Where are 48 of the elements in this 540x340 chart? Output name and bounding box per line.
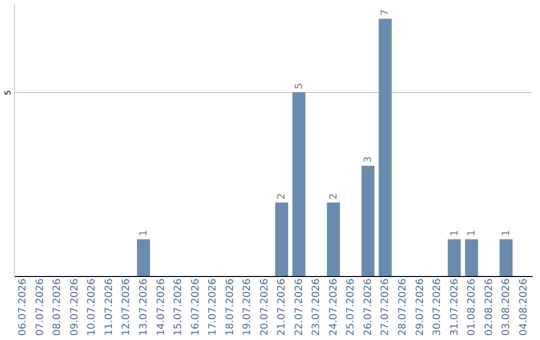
x-tick-label: 19.07.2026 (242, 278, 254, 336)
x-tick-label: 21.07.2026 (276, 278, 288, 336)
x-tick-label: 16.07.2026 (190, 278, 202, 336)
x-tick-label: 18.07.2026 (224, 278, 236, 336)
x-tick-label: 27.07.2026 (380, 278, 392, 336)
data-label: 1 (466, 230, 478, 236)
x-tick-label: 17.07.2026 (208, 278, 219, 336)
x-tick-label: 22.07.2026 (294, 278, 305, 336)
x-tick-label: 14.07.2026 (156, 278, 167, 336)
x-tick-label: 09.07.2026 (69, 278, 80, 336)
x-tick-label: 13.07.2026 (138, 278, 150, 336)
x-tick-label: 26.07.2026 (362, 278, 374, 336)
x-tick-label: 30.07.2026 (432, 278, 444, 336)
bar (292, 92, 306, 276)
data-label: 7 (380, 9, 392, 16)
data-label: 5 (294, 82, 305, 90)
x-tick-label: 02.08.2026 (484, 278, 495, 336)
data-label: 3 (362, 156, 374, 163)
data-label: 1 (138, 230, 150, 236)
data-label: 2 (276, 193, 288, 200)
bar (465, 239, 478, 276)
x-tick-label: 15.07.2026 (173, 278, 184, 336)
x-tick-label: 08.07.2026 (52, 278, 64, 336)
x-tick-label: 11.07.2026 (104, 278, 115, 336)
x-tick-label: 28.07.2026 (398, 278, 408, 336)
x-tick-label: 10.07.2026 (86, 278, 98, 336)
x-tick-label: 01.08.2026 (466, 278, 478, 336)
bar (275, 202, 288, 276)
data-label: 1 (501, 230, 512, 236)
x-tick-label: 29.07.2026 (414, 278, 426, 336)
x-tick-label: 07.07.2026 (34, 278, 46, 336)
bar (137, 239, 150, 276)
x-tick-label: 12.07.2026 (121, 278, 132, 336)
bar (500, 239, 513, 276)
bar (326, 202, 340, 276)
x-tick-label: 31.07.2026 (449, 278, 460, 336)
bar (378, 18, 392, 276)
data-label: 1 (449, 230, 460, 236)
x-tick-label: 25.07.2026 (346, 278, 357, 336)
bar (448, 239, 461, 276)
bar (361, 166, 374, 276)
x-tick-label: 04.08.2026 (518, 278, 530, 336)
x-tick-label: 20.07.2026 (259, 278, 270, 336)
x-tick-label: 03.08.2026 (501, 278, 512, 336)
x-tick-label: 24.07.2026 (328, 278, 340, 336)
data-label: 2 (328, 193, 340, 200)
x-tick-label: 06.07.2026 (18, 278, 29, 336)
x-tick-label: 23.07.2026 (311, 278, 322, 336)
